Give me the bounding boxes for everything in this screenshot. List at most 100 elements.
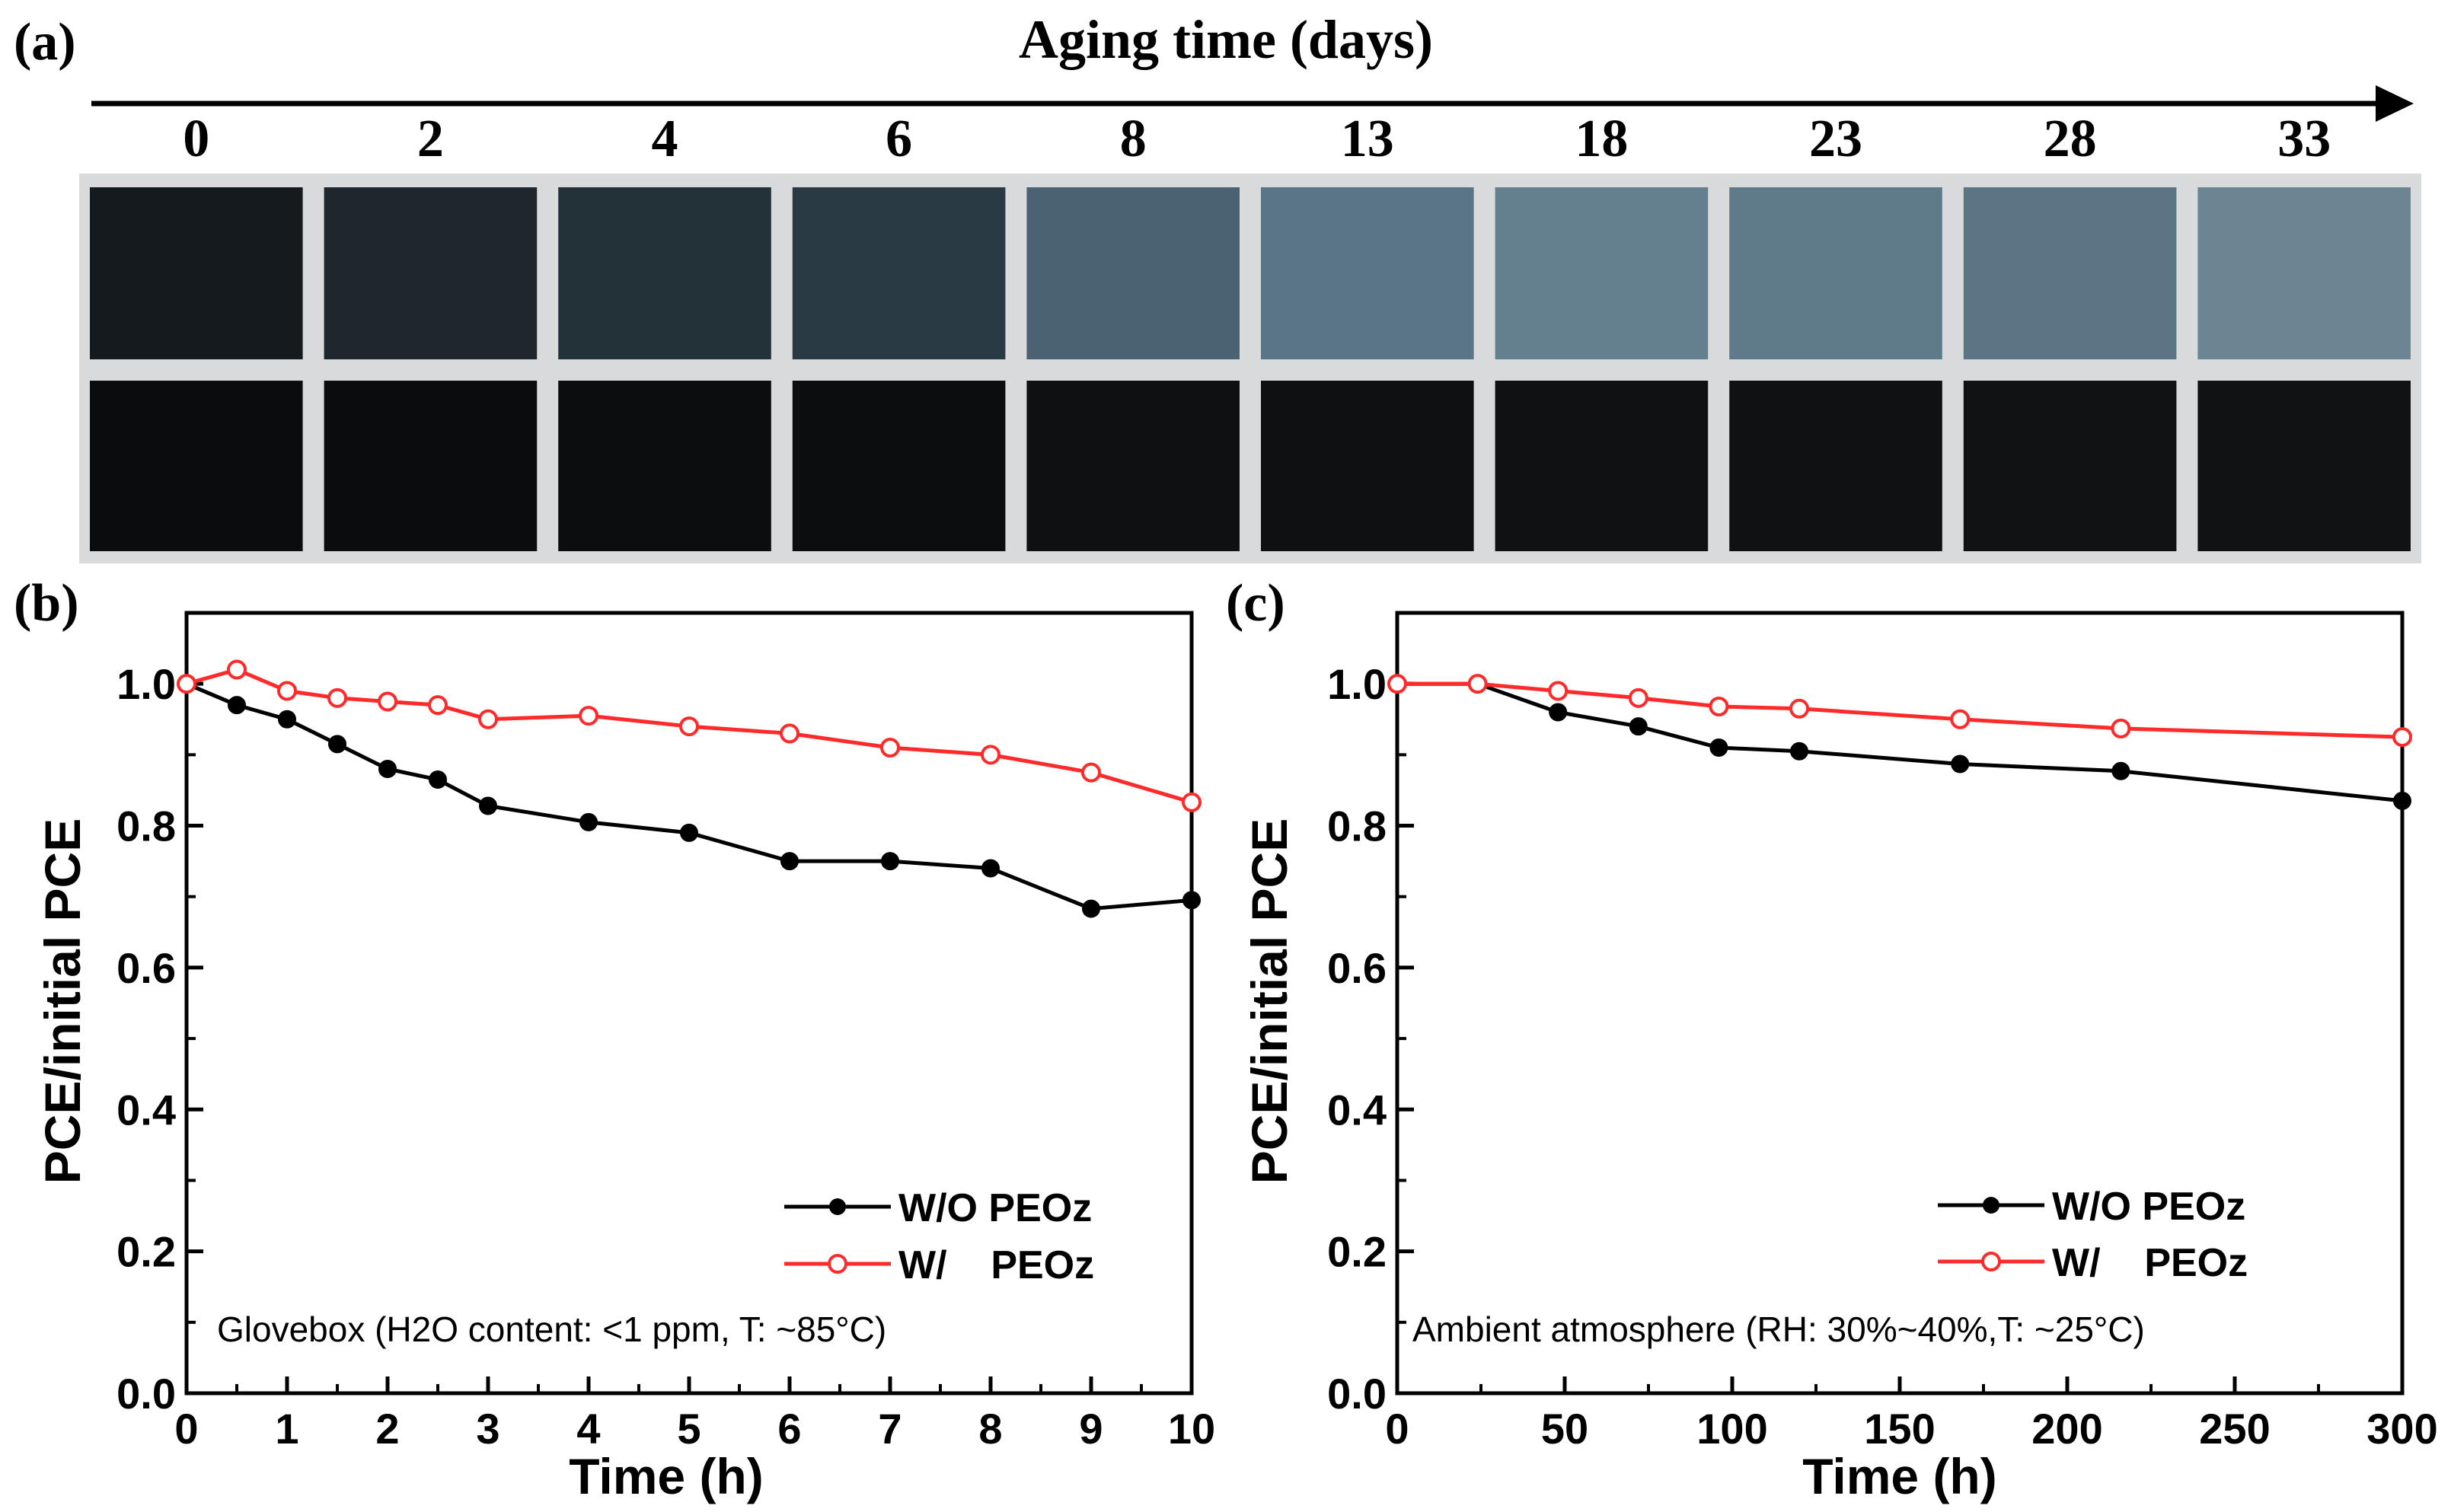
y-tick-label: 0.2 [116,1228,176,1276]
sample-photo-top [792,187,1006,359]
aging-time-title: Aging time (days) [1019,9,1433,70]
sample-photo-bottom [558,381,771,551]
x-tick-label: 10 [1168,1405,1215,1453]
sample-photo-top [558,187,771,359]
sample-photo-top [90,187,303,359]
x-tick-label: 100 [1696,1405,1767,1453]
sample-photo-bottom [1026,381,1240,551]
y-tick-label: 0.0 [1327,1370,1387,1418]
panel-b-x-ticks: 0 1 2 3 4 5 6 7 8 9 10 [174,1376,1215,1453]
series-line [186,681,1192,911]
data-point [1951,754,1970,774]
panel-a: (a) Aging time (days) 0 2 4 6 8 13 18 23 28 33 [14,9,2421,563]
y-tick-label: 1.0 [116,660,176,708]
data-point [880,738,900,758]
panel-c-y-axis-label: PCE/initial PCE [1241,818,1297,1184]
x-tick-label: 0 [1385,1405,1409,1453]
data-point [1629,717,1648,736]
data-point [478,709,498,729]
y-tick-label: 0.4 [1327,1086,1387,1134]
y-tick-label: 0.6 [116,944,176,992]
sample-photo-bottom [1963,381,2177,551]
data-point [227,659,247,680]
panel-b-y-axis-label: PCE/initial PCE [34,818,91,1184]
sample-photo-bottom [1495,381,1709,551]
day-label: 0 [183,110,209,168]
sample-photo-bottom [90,381,303,551]
data-point [680,823,698,842]
panel-c-y-ticks: 0.0 0.2 0.4 0.6 0.8 1.0 [1327,611,1414,1418]
data-point [579,706,598,726]
photo-tiles [90,187,2411,551]
panel-b-legend-marker-w [828,1254,847,1274]
day-label: 28 [2044,110,2097,168]
y-tick-label: 0.6 [1327,944,1387,992]
day-label: 18 [1575,110,1628,168]
data-point [981,745,1001,765]
panel-c-x-ticks: 0 50 100 150 200 250 300 [1385,1376,2438,1453]
sample-photo-top [1729,187,1942,359]
data-point [1387,674,1407,694]
data-point [1950,709,1971,729]
data-point [780,852,799,871]
data-point [328,735,346,754]
x-tick-label: 2 [375,1405,399,1453]
data-point [679,716,699,737]
x-tick-label: 150 [1864,1405,1935,1453]
data-point [429,770,447,789]
series-line [1397,681,2403,803]
x-tick-label: 250 [2199,1405,2270,1453]
panel-b-label: (b) [14,574,79,633]
panel-c-label: (c) [1226,574,1285,633]
aging-time-arrowhead [2376,85,2414,122]
x-tick-label: 4 [576,1405,600,1453]
data-point [277,681,297,701]
y-tick-label: 1.0 [1327,660,1387,708]
data-point [2393,791,2411,810]
data-point [2111,718,2131,738]
data-point [1182,792,1202,812]
sample-photo-top [1495,187,1709,359]
sample-photo-bottom [1729,381,1942,551]
data-point [428,695,448,716]
y-tick-label: 0.2 [1327,1228,1387,1276]
data-point [1548,681,1569,701]
day-label: 23 [1809,110,1862,168]
x-tick-label: 7 [878,1405,902,1453]
sample-photo-top [1963,187,2177,359]
x-tick-label: 0 [174,1405,198,1453]
data-point [780,723,799,744]
panel-b-legend-label-wo: W/O PEOz [898,1186,1092,1230]
y-tick-label: 0.0 [116,1370,176,1418]
x-tick-label: 6 [777,1405,801,1453]
panel-b-legend-marker-wo [829,1198,846,1215]
panel-c-legend-label-w: W/ PEOz [2052,1241,2248,1285]
panel-c-legend-marker-w [1981,1252,2001,1271]
data-point [2392,727,2412,748]
data-point [327,687,347,708]
data-point [1081,762,1101,783]
day-labels: 0 2 4 6 8 13 18 23 28 33 [183,110,2331,168]
day-label: 6 [886,110,912,168]
x-tick-label: 5 [677,1405,701,1453]
sample-photo-top [1026,187,1240,359]
data-point [1709,697,1729,716]
sample-photo-top [324,187,538,359]
sample-photo-bottom [792,381,1006,551]
data-point [881,852,899,871]
panel-c: (c) 0.0 0.2 0.4 0.6 0.8 1.0 0 50 100 150 200 250 30… [1226,574,2438,1504]
sample-photo-bottom [1261,381,1474,551]
x-tick-label: 8 [978,1405,1002,1453]
data-point [981,859,1000,878]
panel-a-label: (a) [14,13,76,72]
data-point [177,674,196,694]
x-tick-label: 1 [275,1405,298,1453]
data-point [1182,891,1201,910]
panel-c-legend-label-wo: W/O PEOz [2052,1185,2245,1229]
day-label: 13 [1341,110,1394,168]
x-tick-label: 9 [1079,1405,1103,1453]
panel-c-series [1387,674,2412,810]
day-label: 4 [652,110,678,168]
panel-b: (b) 0.0 0.2 0.4 0.6 0.8 1.0 0 1 2 3 4 5 6 7 8 9 10 PCE/… [14,574,1215,1504]
